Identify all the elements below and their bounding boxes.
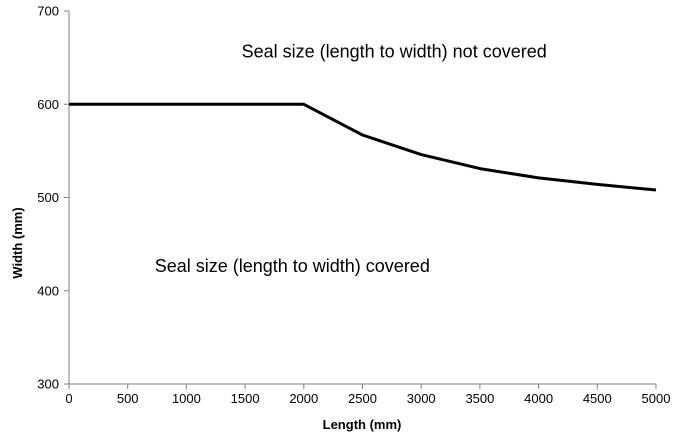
y-tick-label: 600 — [37, 97, 59, 112]
x-tick-label: 500 — [117, 391, 139, 406]
x-tick-label: 3500 — [465, 391, 494, 406]
series-line — [69, 102, 657, 192]
x-tick-label: 2000 — [289, 391, 318, 406]
x-tick-label: 4500 — [583, 391, 612, 406]
annotation-text: Seal size (length to width) not covered — [242, 42, 547, 62]
annotation-text: Seal size (length to width) covered — [155, 256, 430, 276]
x-tick-label: 0 — [65, 391, 72, 406]
x-tick-label: 2500 — [348, 391, 377, 406]
y-tick-label: 500 — [37, 190, 59, 205]
x-axis-ticks: 0 500 1000 1500 2000 2500 3000 3500 4000 4500 5000 — [65, 384, 670, 406]
x-tick-label: 5000 — [642, 391, 671, 406]
x-tick-label: 1500 — [231, 391, 260, 406]
series-layer — [69, 102, 657, 192]
x-tick-label: 1000 — [172, 391, 201, 406]
x-axis-title: Length (mm) — [323, 417, 402, 432]
y-tick-label: 400 — [37, 283, 59, 298]
y-tick-label: 300 — [37, 377, 59, 392]
plot-area — [68, 11, 656, 385]
y-tick-label: 700 — [37, 4, 59, 19]
x-tick-label: 3000 — [407, 391, 436, 406]
x-tick-label: 4000 — [524, 391, 553, 406]
y-axis-title: Width (mm) — [10, 207, 25, 278]
y-axis-ticks: 300 400 500 600 700 — [37, 4, 69, 392]
annotation-layer: Seal size (length to width) not covered S… — [155, 42, 547, 276]
